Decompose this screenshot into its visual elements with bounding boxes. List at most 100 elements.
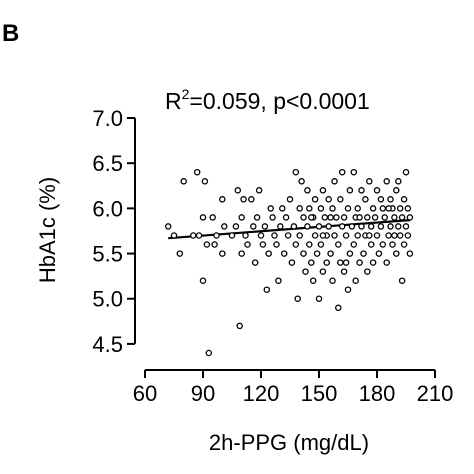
data-point <box>350 241 358 248</box>
data-point <box>288 259 296 266</box>
data-point <box>356 214 363 221</box>
data-point <box>292 241 300 248</box>
data-point <box>379 205 387 212</box>
data-point <box>238 250 245 257</box>
r2-exponent: 2 <box>181 86 190 102</box>
x-tick-label: 150 <box>301 381 338 406</box>
data-point <box>327 214 334 221</box>
data-point <box>340 214 348 221</box>
data-point <box>271 232 278 239</box>
y-tick-label: 5.5 <box>92 242 123 267</box>
data-point <box>396 205 404 212</box>
data-point <box>352 277 359 284</box>
data-point <box>404 232 412 239</box>
data-point <box>221 223 228 230</box>
data-point <box>331 178 338 185</box>
data-point <box>375 250 383 257</box>
data-point <box>354 205 361 212</box>
data-point <box>180 178 187 185</box>
data-point <box>362 196 369 203</box>
data-point <box>340 268 348 275</box>
data-point <box>321 214 329 221</box>
data-point <box>329 205 336 212</box>
data-point <box>279 205 286 212</box>
data-point <box>261 223 269 230</box>
data-point <box>236 322 243 330</box>
y-tick-label: 6.0 <box>92 196 123 221</box>
data-point <box>265 250 272 257</box>
data-point <box>255 187 263 194</box>
x-tick-label: 90 <box>191 381 215 406</box>
data-point <box>404 205 412 212</box>
data-point <box>344 205 352 212</box>
data-point <box>364 268 371 275</box>
data-point <box>367 223 375 230</box>
data-point <box>387 196 394 203</box>
data-point <box>242 232 249 239</box>
data-point <box>273 241 280 248</box>
data-point <box>393 187 400 194</box>
data-point <box>354 232 361 239</box>
data-point <box>300 250 307 257</box>
data-point <box>292 168 300 176</box>
data-point <box>311 232 319 239</box>
data-point <box>342 232 350 239</box>
data-point <box>228 232 236 239</box>
data-point <box>358 187 365 194</box>
data-point <box>195 232 203 239</box>
data-point <box>263 286 271 293</box>
data-point <box>244 241 251 248</box>
data-point <box>373 232 381 239</box>
data-point <box>366 232 373 239</box>
data-point <box>398 277 406 284</box>
data-point <box>335 241 342 248</box>
data-point <box>337 259 344 266</box>
data-point <box>400 241 408 248</box>
axes: 4.5 5.0 5.5 6.0 6.5 7.0 60 90 120 150 180 210 <box>92 106 453 406</box>
data-point <box>333 214 340 221</box>
data-point <box>329 277 336 284</box>
data-point <box>400 196 408 203</box>
panel-label: B <box>2 20 20 47</box>
data-point <box>304 223 311 230</box>
data-point <box>199 277 207 284</box>
data-point <box>402 168 410 176</box>
data-points <box>164 168 414 357</box>
data-point <box>325 223 332 230</box>
data-point <box>377 223 385 230</box>
data-point <box>406 214 414 221</box>
data-point <box>234 187 242 194</box>
data-point <box>377 196 385 203</box>
data-point <box>360 250 367 257</box>
y-tick-label: 6.5 <box>92 151 123 176</box>
data-point <box>190 232 197 239</box>
regression-line <box>168 219 410 240</box>
data-point <box>319 232 327 239</box>
data-point <box>219 250 226 257</box>
data-point <box>367 241 375 248</box>
data-point <box>364 214 371 221</box>
data-point <box>317 241 325 248</box>
data-point <box>306 241 313 248</box>
data-point <box>385 205 392 212</box>
r2-prefix: R <box>165 88 182 114</box>
data-point <box>232 223 240 230</box>
y-tick-label: 5.0 <box>92 287 123 312</box>
x-tick-label: 210 <box>417 381 454 406</box>
data-point <box>315 223 323 230</box>
data-point <box>325 196 332 203</box>
data-point <box>327 250 334 257</box>
y-tick-label: 7.0 <box>92 106 123 131</box>
data-point <box>193 168 201 176</box>
data-point <box>389 241 396 248</box>
data-point <box>319 187 327 194</box>
data-point <box>406 250 414 257</box>
data-point <box>302 268 309 275</box>
data-point <box>201 178 209 185</box>
data-point <box>348 223 356 230</box>
data-point <box>346 187 354 194</box>
data-point <box>251 259 259 266</box>
data-point <box>300 214 307 221</box>
data-point <box>203 241 211 248</box>
data-point <box>280 250 288 257</box>
